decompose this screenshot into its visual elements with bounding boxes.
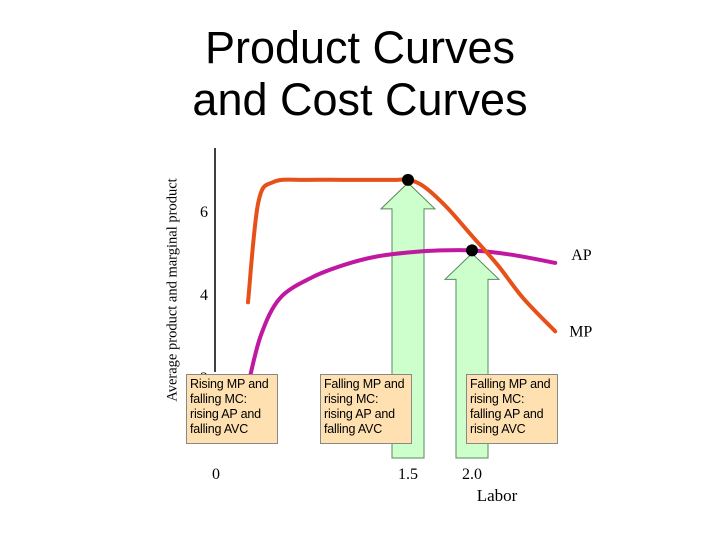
annotation-box-3: Falling MP and rising MC: falling AP and… (466, 374, 558, 444)
mp-curve-label: MP (569, 323, 592, 340)
annotation-box-2: Falling MP and rising MC: rising AP and … (320, 374, 412, 444)
slide-title-line-1: Product Curves (204, 22, 516, 73)
ap-curve (246, 248, 558, 388)
mp-max-marker (402, 173, 414, 186)
y-tick-label-4: 4 (200, 287, 208, 304)
ap-curve-label: AP (571, 247, 592, 264)
annotation-box-1: Rising MP and falling MC: rising AP and … (186, 374, 278, 444)
mp-curve (246, 177, 558, 334)
ap-max-marker (466, 244, 478, 257)
x-tick-label-2.0: 2.0 (462, 466, 482, 483)
x-tick-label-1.5: 1.5 (398, 466, 418, 483)
slide-title-line-2: and Cost Curves (192, 74, 528, 125)
y-tick-label-6: 6 (200, 204, 208, 221)
x-axis-label: Labor (477, 486, 518, 505)
x-tick-label-0: 0 (212, 466, 220, 483)
slide-title: Product Curves and Cost Curves (120, 22, 600, 126)
